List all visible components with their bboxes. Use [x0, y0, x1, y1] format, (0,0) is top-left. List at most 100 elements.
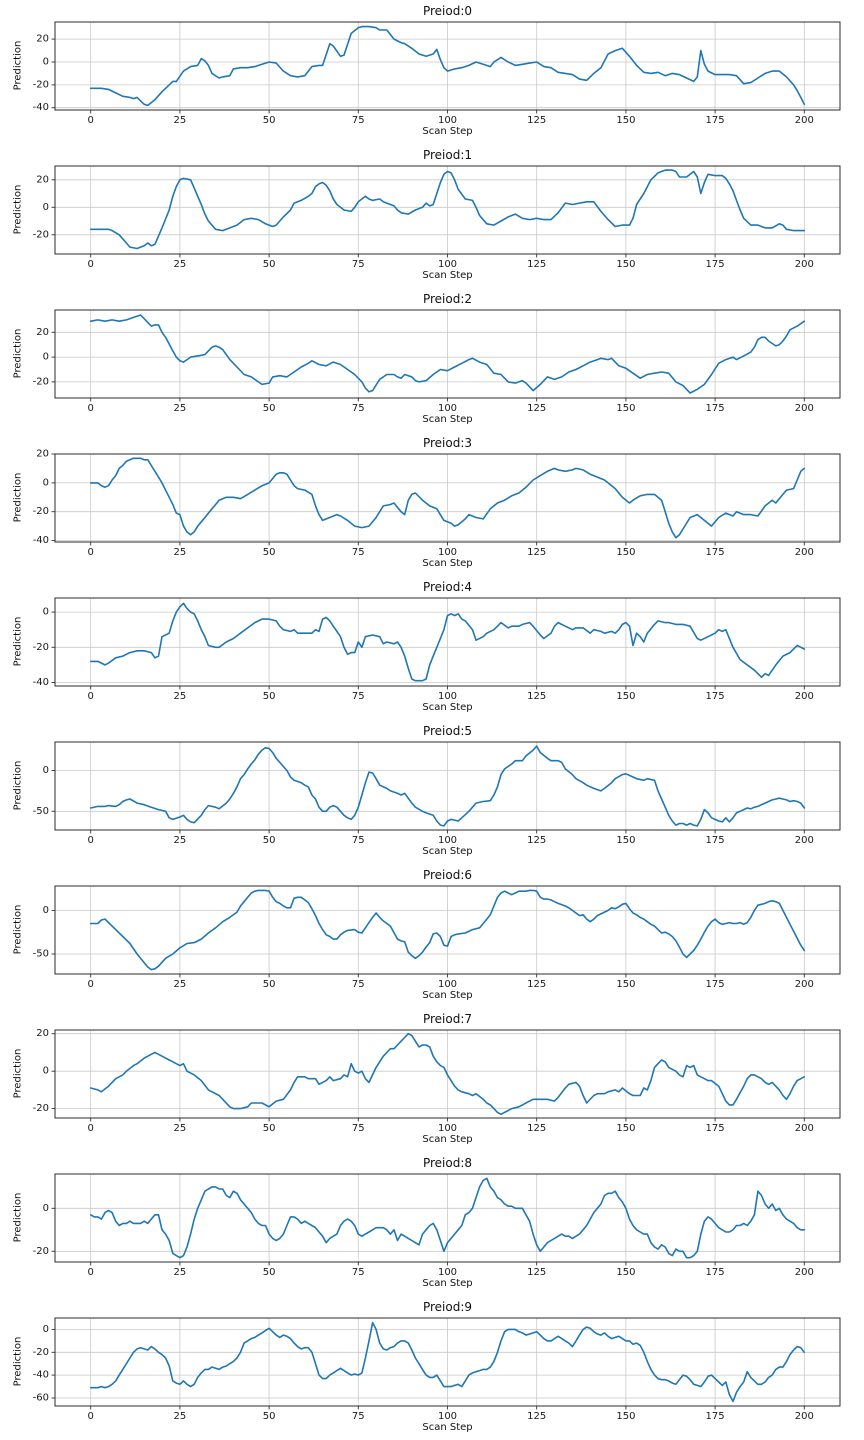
- line-plot: 0 25 50 75 100 125 150 175 200 -20 0 20: [33, 165, 841, 270]
- svg-text:75: 75: [352, 403, 365, 414]
- svg-text:20: 20: [36, 1028, 49, 1039]
- svg-text:0: 0: [88, 1123, 94, 1134]
- svg-text:200: 200: [795, 259, 814, 270]
- svg-text:175: 175: [706, 259, 725, 270]
- svg-text:20: 20: [36, 34, 49, 45]
- svg-text:150: 150: [616, 691, 635, 702]
- svg-text:125: 125: [527, 1123, 546, 1134]
- svg-text:0: 0: [43, 765, 49, 776]
- svg-text:-20: -20: [33, 376, 49, 387]
- svg-text:50: 50: [263, 1267, 276, 1278]
- chart-title: Preiod:4: [422, 580, 473, 594]
- y-axis-label: Prediction: [12, 1048, 24, 1099]
- chart-title: Preiod:3: [422, 436, 473, 450]
- svg-text:0: 0: [88, 979, 94, 990]
- svg-text:0: 0: [88, 259, 94, 270]
- svg-text:200: 200: [795, 979, 814, 990]
- svg-text:175: 175: [706, 979, 725, 990]
- y-axis-label: Prediction: [12, 1192, 24, 1243]
- svg-text:100: 100: [438, 403, 457, 414]
- svg-text:25: 25: [174, 115, 187, 126]
- svg-text:150: 150: [616, 1123, 635, 1134]
- svg-text:0: 0: [43, 352, 49, 363]
- svg-text:0: 0: [88, 547, 94, 558]
- x-axis-label: Scan Step: [422, 990, 473, 1001]
- svg-text:50: 50: [263, 691, 276, 702]
- svg-text:-20: -20: [33, 1103, 49, 1114]
- svg-text:125: 125: [527, 547, 546, 558]
- svg-text:75: 75: [352, 1267, 365, 1278]
- svg-text:0: 0: [43, 1324, 49, 1335]
- y-axis-label: Prediction: [12, 760, 24, 811]
- svg-text:200: 200: [795, 1267, 814, 1278]
- svg-text:0: 0: [88, 1411, 94, 1422]
- y-axis-label: Prediction: [12, 40, 24, 91]
- svg-text:150: 150: [616, 547, 635, 558]
- svg-text:100: 100: [438, 835, 457, 846]
- svg-text:25: 25: [174, 1123, 187, 1134]
- x-axis-label: Scan Step: [422, 414, 473, 425]
- svg-text:75: 75: [352, 1123, 365, 1134]
- line-plot: 0 25 50 75 100 125 150 175 200 -40 -20 0 20: [33, 449, 841, 558]
- y-axis-label: Prediction: [12, 1336, 24, 1387]
- svg-text:100: 100: [438, 979, 457, 990]
- svg-text:-20: -20: [33, 229, 49, 240]
- svg-text:50: 50: [263, 979, 276, 990]
- svg-text:125: 125: [527, 1411, 546, 1422]
- svg-text:-20: -20: [33, 1347, 49, 1358]
- svg-text:150: 150: [616, 1267, 635, 1278]
- subplot-preiod-2: 0 25 50 75 100 125 150 175 200 -20 0 20 Preiod:2 Pr…: [0, 288, 864, 432]
- subplot-preiod-1: 0 25 50 75 100 125 150 175 200 -20 0 20 Preiod:1 Pr…: [0, 144, 864, 288]
- line-plot: 0 25 50 75 100 125 150 175 200 -20 0 20: [33, 309, 841, 414]
- svg-text:50: 50: [263, 1123, 276, 1134]
- line-plot: 0 25 50 75 100 125 150 175 200 -50 0: [33, 741, 841, 846]
- x-axis-label: Scan Step: [422, 558, 473, 569]
- svg-text:50: 50: [263, 835, 276, 846]
- subplot-preiod-4: 0 25 50 75 100 125 150 175 200 -40 -20 0 Preiod:4 P…: [0, 576, 864, 720]
- svg-text:25: 25: [174, 403, 187, 414]
- svg-text:0: 0: [88, 115, 94, 126]
- svg-text:125: 125: [527, 115, 546, 126]
- subplot-preiod-5: 0 25 50 75 100 125 150 175 200 -50 0 Preiod:5 Pred…: [0, 720, 864, 864]
- svg-text:50: 50: [263, 1411, 276, 1422]
- subplot-preiod-0: 0 25 50 75 100 125 150 175 200 -40 -20 0 20 Preiod:0…: [0, 0, 864, 144]
- svg-text:0: 0: [88, 1267, 94, 1278]
- svg-text:0: 0: [88, 835, 94, 846]
- y-axis-label: Prediction: [12, 904, 24, 955]
- x-axis-label: Scan Step: [422, 270, 473, 281]
- svg-text:25: 25: [174, 1411, 187, 1422]
- svg-text:100: 100: [438, 547, 457, 558]
- y-axis-label: Prediction: [12, 472, 24, 523]
- svg-text:75: 75: [352, 691, 365, 702]
- svg-text:100: 100: [438, 691, 457, 702]
- svg-text:200: 200: [795, 691, 814, 702]
- svg-text:175: 175: [706, 1411, 725, 1422]
- svg-text:150: 150: [616, 115, 635, 126]
- chart-title: Preiod:6: [422, 868, 473, 882]
- line-plot: 0 25 50 75 100 125 150 175 200 -40 -20 0 20: [33, 21, 841, 126]
- svg-text:200: 200: [795, 835, 814, 846]
- svg-text:-20: -20: [33, 79, 49, 90]
- x-axis-label: Scan Step: [422, 1422, 473, 1433]
- svg-text:0: 0: [88, 691, 94, 702]
- svg-text:100: 100: [438, 1123, 457, 1134]
- subplot-preiod-7: 0 25 50 75 100 125 150 175 200 -20 0 20 Preiod:7 Pr…: [0, 1008, 864, 1152]
- svg-text:100: 100: [438, 259, 457, 270]
- svg-text:75: 75: [352, 979, 365, 990]
- svg-text:150: 150: [616, 403, 635, 414]
- svg-text:-20: -20: [33, 506, 49, 517]
- svg-text:50: 50: [263, 547, 276, 558]
- y-axis-label: Prediction: [12, 616, 24, 667]
- svg-text:-40: -40: [33, 535, 49, 546]
- svg-text:175: 175: [706, 691, 725, 702]
- svg-text:0: 0: [43, 202, 49, 213]
- svg-text:50: 50: [263, 403, 276, 414]
- line-plot: 0 25 50 75 100 125 150 175 200 -60 -40 -20 0: [33, 1317, 841, 1422]
- svg-text:0: 0: [43, 1203, 49, 1214]
- svg-text:150: 150: [616, 835, 635, 846]
- chart-title: Preiod:0: [422, 4, 473, 18]
- svg-text:0: 0: [43, 607, 49, 618]
- svg-text:-20: -20: [33, 642, 49, 653]
- chart-title: Preiod:1: [422, 148, 473, 162]
